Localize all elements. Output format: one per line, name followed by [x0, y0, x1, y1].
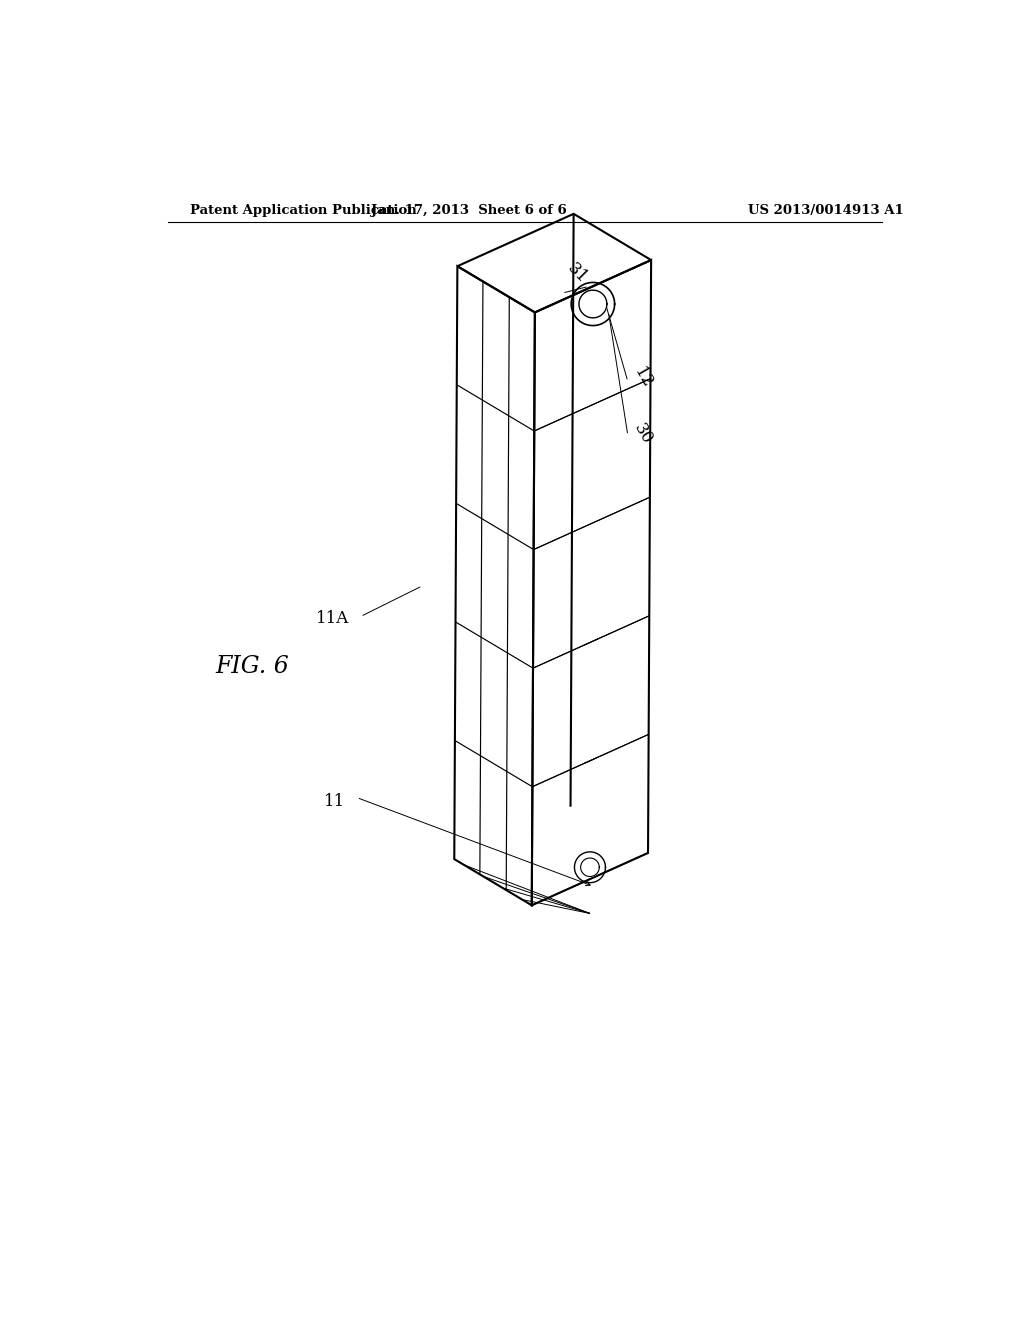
Polygon shape: [581, 858, 599, 876]
Text: 11: 11: [324, 793, 345, 810]
Text: US 2013/0014913 A1: US 2013/0014913 A1: [748, 205, 903, 218]
Text: Jan. 17, 2013  Sheet 6 of 6: Jan. 17, 2013 Sheet 6 of 6: [371, 205, 567, 218]
Text: Patent Application Publication: Patent Application Publication: [190, 205, 417, 218]
Text: 30: 30: [630, 421, 655, 447]
Text: 12: 12: [630, 364, 655, 391]
Text: 11A: 11A: [315, 610, 349, 627]
Text: 31: 31: [564, 260, 592, 286]
Polygon shape: [579, 290, 607, 318]
Text: FIG. 6: FIG. 6: [215, 655, 289, 678]
